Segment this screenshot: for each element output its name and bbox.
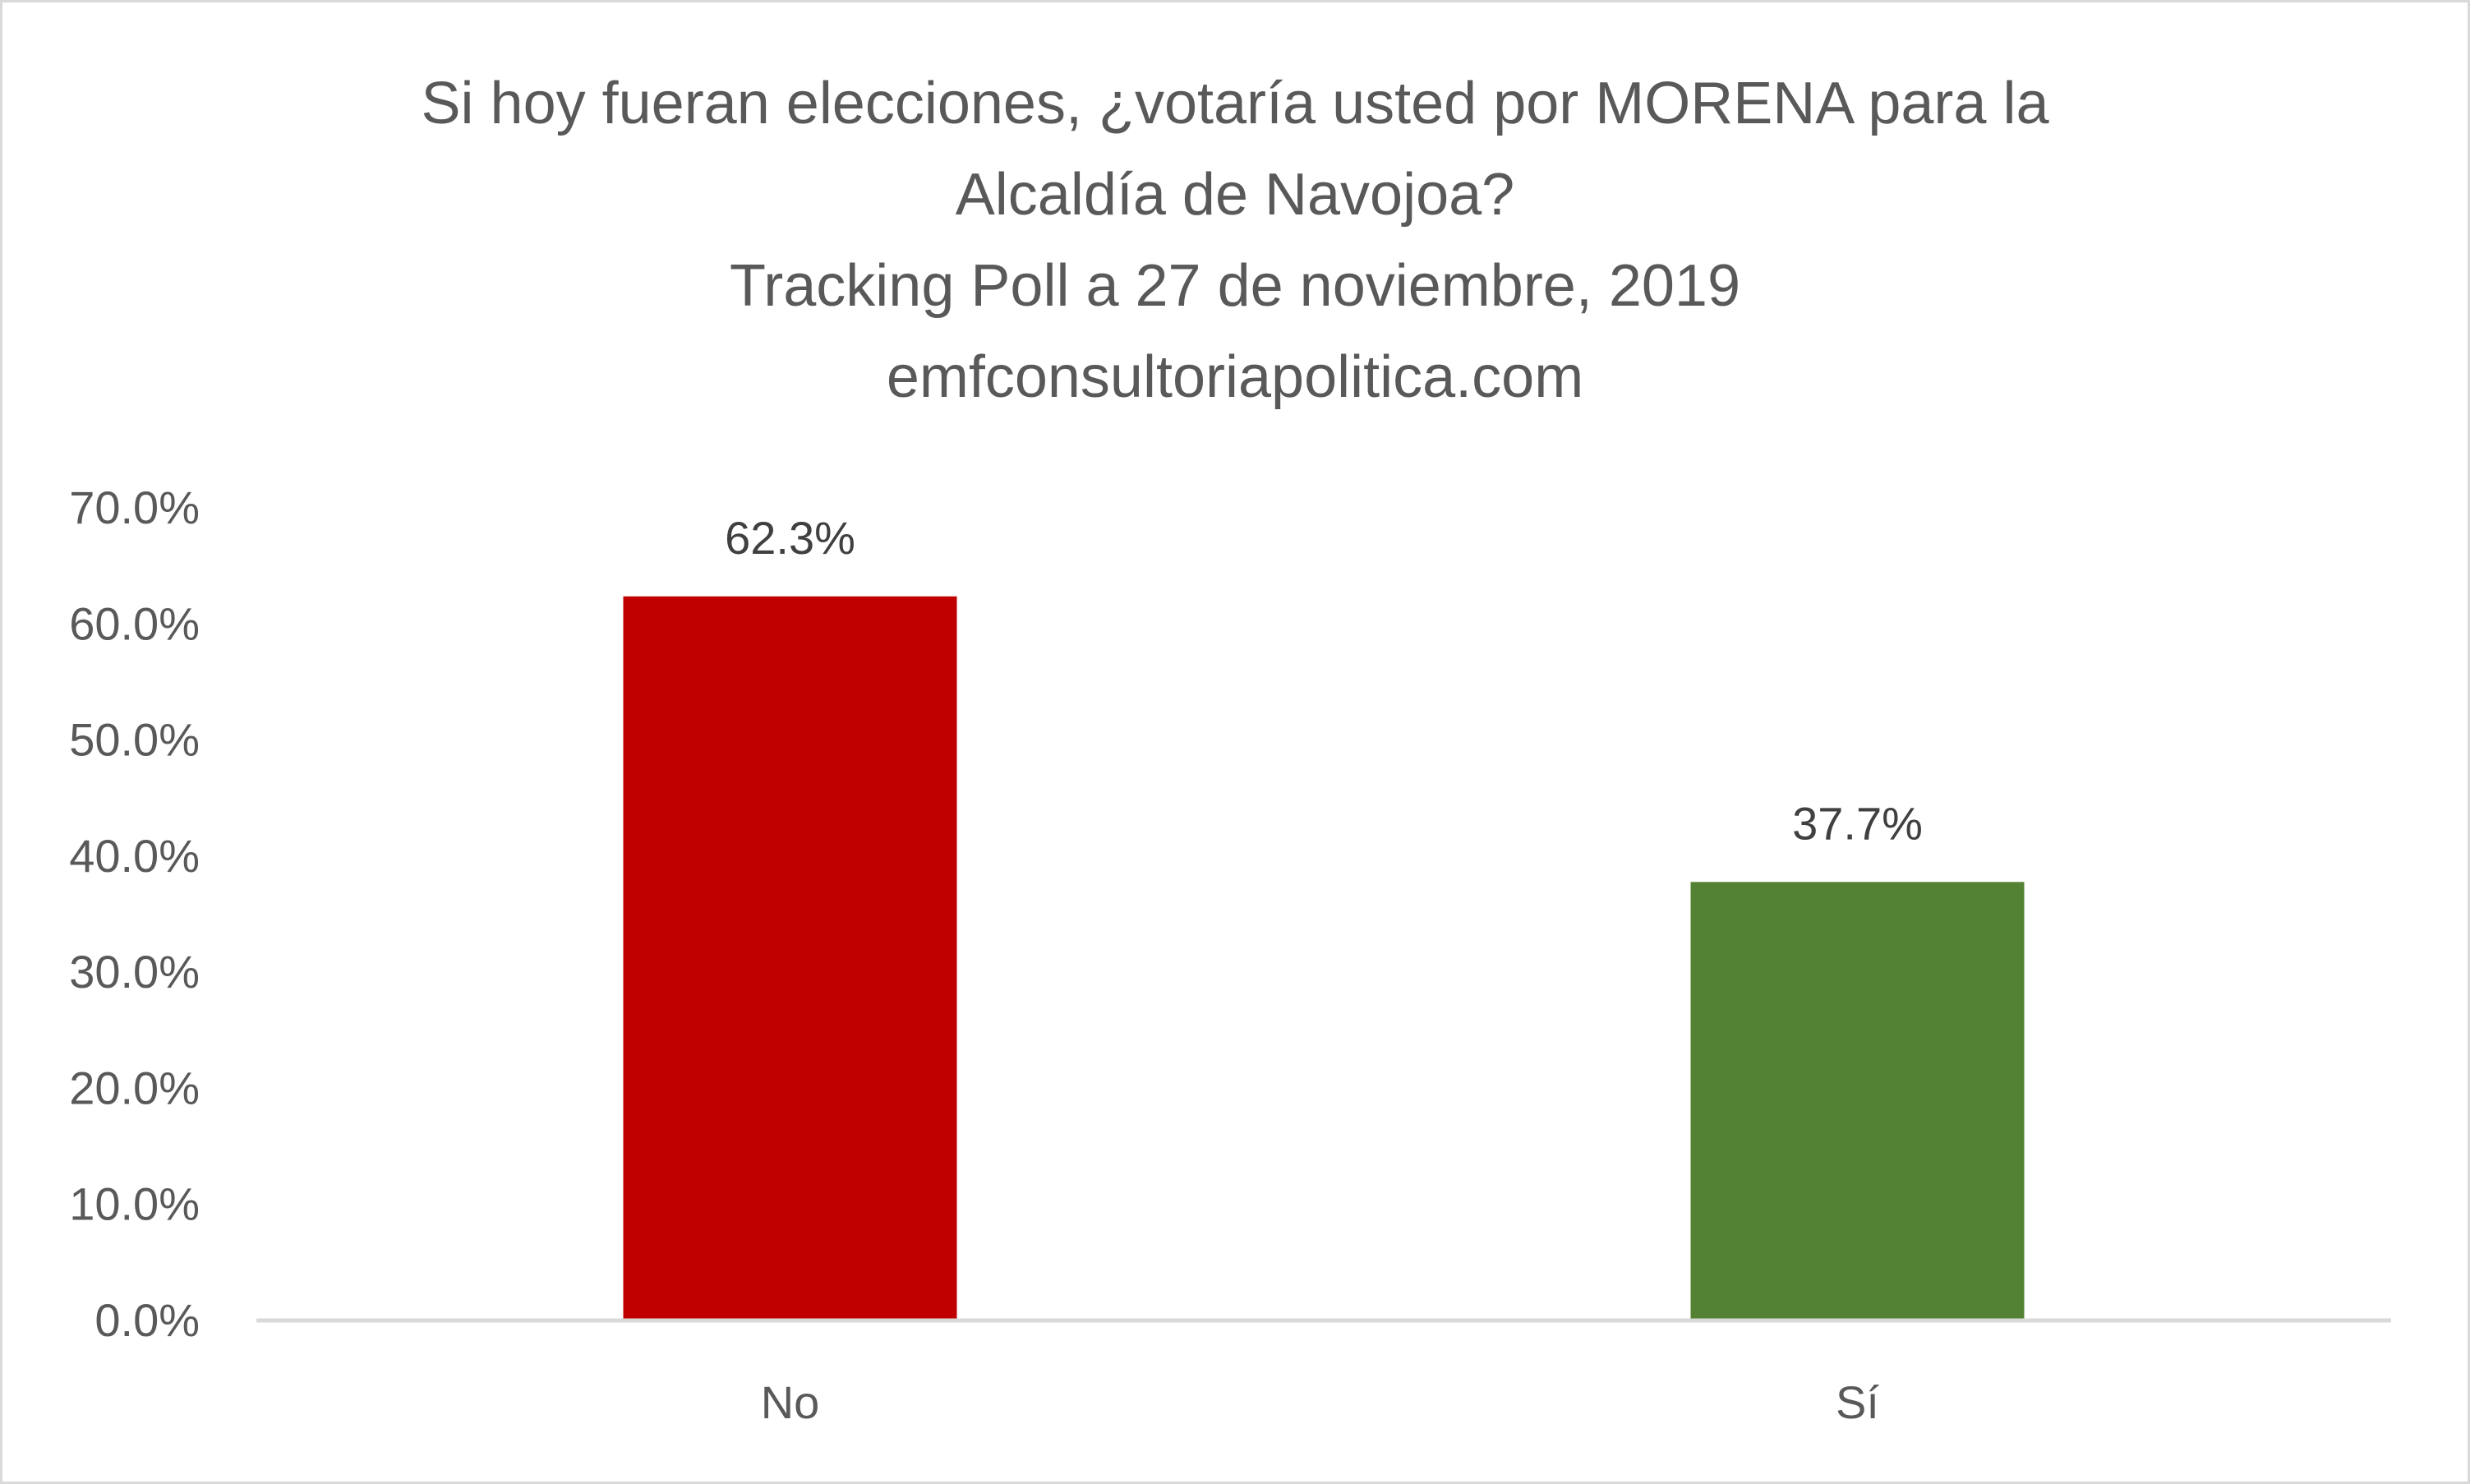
y-tick-label: 40.0% <box>69 830 200 882</box>
bar-no <box>623 596 957 1320</box>
chart-title-line: Si hoy fueran elecciones, ¿votaría usted… <box>422 71 2050 136</box>
data-label: 37.7% <box>1792 797 1923 849</box>
bar-si <box>1690 882 2025 1320</box>
y-tick-label: 10.0% <box>69 1178 200 1230</box>
x-category-label: Sí <box>1836 1376 1879 1428</box>
y-tick-label: 60.0% <box>69 597 200 649</box>
y-tick-label: 50.0% <box>69 714 200 766</box>
y-tick-label: 30.0% <box>69 946 200 998</box>
chart-title-line: Alcaldía de Navojoa? <box>956 162 1514 228</box>
chart-title-line: Tracking Poll a 27 de noviembre, 2019 <box>730 253 1740 319</box>
y-tick-label: 20.0% <box>69 1062 200 1113</box>
data-label: 62.3% <box>725 512 855 564</box>
y-tick-label: 0.0% <box>94 1294 200 1346</box>
chart-title-line: emfconsultoriapolitica.com <box>887 344 1583 410</box>
y-tick-label: 70.0% <box>69 482 200 533</box>
x-category-label: No <box>761 1376 820 1428</box>
